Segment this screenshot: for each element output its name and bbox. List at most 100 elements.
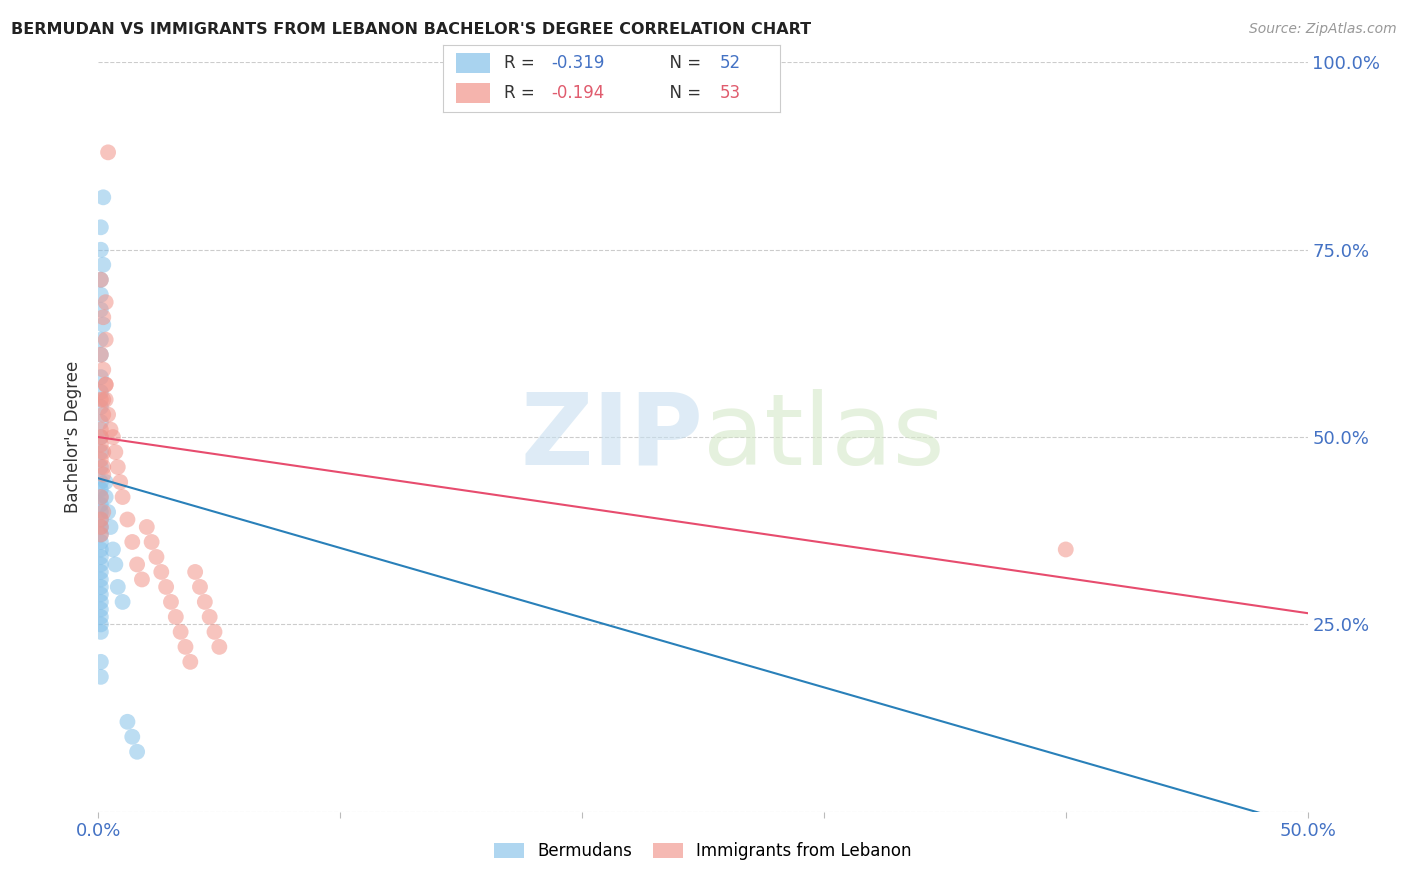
Point (1296, 820, 1319, 834)
Point (91, 408, 114, 422)
Point (90, 624, 112, 639)
Point (90, 512, 112, 526)
Point (91, 190, 114, 204)
Point (117, 714, 139, 729)
Text: 53: 53 (720, 85, 741, 103)
Point (100, 520, 122, 534)
Point (90, 527, 112, 541)
Point (131, 573, 153, 587)
FancyBboxPatch shape (457, 53, 491, 73)
Point (90, 535, 112, 549)
Point (127, 558, 149, 572)
Point (90, 490, 112, 504)
Point (188, 580, 211, 594)
Point (198, 610, 221, 624)
Point (90, 655, 112, 669)
Point (90, 333, 112, 347)
Point (90, 573, 112, 587)
Point (94, 377, 117, 392)
Point (91, 505, 114, 519)
Point (94, 475, 117, 489)
Point (90, 617, 112, 632)
Point (91, 362, 114, 376)
Point (90, 452, 112, 467)
Text: N =: N = (659, 54, 706, 71)
Point (90, 520, 112, 534)
Point (90, 520, 112, 534)
Point (111, 490, 134, 504)
Point (1054, 542, 1077, 557)
Point (117, 512, 139, 526)
Point (90, 558, 112, 572)
Point (90, 302, 112, 317)
Point (94, 333, 117, 347)
Point (165, 610, 187, 624)
Point (107, 460, 129, 475)
Point (90, 505, 112, 519)
Text: ZIP: ZIP (520, 389, 703, 485)
Point (174, 640, 197, 654)
Point (91, 318, 114, 332)
Point (90, 549, 112, 564)
Point (90, 287, 112, 301)
Point (145, 549, 167, 564)
Point (90, 512, 112, 526)
Point (90, 348, 112, 362)
Point (94, 295, 117, 310)
Point (90, 348, 112, 362)
Point (135, 520, 157, 534)
Point (90, 490, 112, 504)
Point (90, 243, 112, 257)
Point (111, 595, 134, 609)
Point (91, 445, 114, 459)
Point (104, 558, 127, 572)
Point (91, 467, 114, 482)
Point (194, 595, 217, 609)
Point (90, 610, 112, 624)
Point (90, 415, 112, 429)
Point (184, 565, 207, 579)
Point (150, 565, 173, 579)
Point (94, 490, 117, 504)
Point (90, 542, 112, 557)
Point (94, 392, 117, 407)
Text: atlas: atlas (703, 389, 945, 485)
Point (100, 423, 122, 437)
Point (90, 220, 112, 235)
Point (90, 498, 112, 512)
Text: -0.319: -0.319 (551, 54, 605, 71)
Point (90, 400, 112, 414)
Point (104, 445, 127, 459)
Point (121, 535, 143, 549)
Text: BERMUDAN VS IMMIGRANTS FROM LEBANON BACHELOR'S DEGREE CORRELATION CHART: BERMUDAN VS IMMIGRANTS FROM LEBANON BACH… (11, 22, 811, 37)
Text: -0.194: -0.194 (551, 85, 605, 103)
Y-axis label: Bachelor's Degree: Bachelor's Degree (65, 361, 83, 513)
Point (90, 445, 112, 459)
Point (94, 377, 117, 392)
Point (204, 624, 226, 639)
Point (155, 580, 177, 594)
Point (90, 430, 112, 444)
Point (90, 483, 112, 497)
Point (90, 587, 112, 601)
Point (90, 423, 112, 437)
Point (208, 640, 231, 654)
Point (90, 385, 112, 400)
Point (101, 542, 124, 557)
Point (90, 475, 112, 489)
Point (90, 527, 112, 541)
Text: R =: R = (503, 85, 540, 103)
Text: N =: N = (659, 85, 706, 103)
Point (90, 273, 112, 287)
Point (91, 392, 114, 407)
Point (108, 475, 131, 489)
Point (90, 460, 112, 475)
Point (101, 430, 124, 444)
Point (97, 408, 120, 422)
Point (90, 392, 112, 407)
Point (91, 258, 114, 272)
Point (121, 730, 143, 744)
Point (169, 624, 191, 639)
Point (91, 310, 114, 325)
Point (127, 745, 149, 759)
